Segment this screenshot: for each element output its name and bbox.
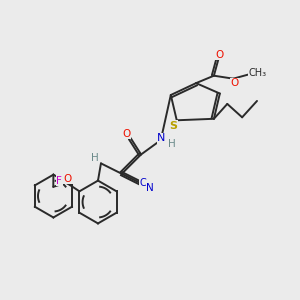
Text: O: O [231,78,239,88]
Text: CH₃: CH₃ [249,68,267,78]
Text: S: S [169,121,177,130]
Text: H: H [91,153,98,163]
Text: H: H [167,139,175,149]
Text: F: F [56,176,62,186]
Text: C: C [140,178,146,188]
Text: N: N [146,183,154,193]
Text: O: O [216,50,224,60]
Text: O: O [122,129,130,139]
Text: N: N [157,133,166,143]
Text: O: O [63,173,72,184]
